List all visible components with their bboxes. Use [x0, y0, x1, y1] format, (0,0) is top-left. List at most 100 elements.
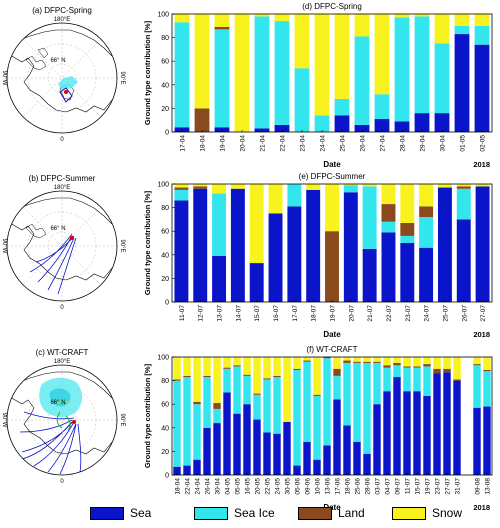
bar-segment-snow	[374, 14, 390, 95]
bar-segment-sea	[303, 441, 311, 475]
bar-segment-snow	[314, 14, 330, 116]
x-tick-label: 13-06	[325, 478, 332, 495]
bar-segment-sea-ice	[483, 371, 491, 407]
bar-segment-snow	[400, 184, 415, 223]
bar-segment-sea	[313, 459, 321, 475]
bar-segment-snow	[419, 184, 434, 207]
bar-segment-sea-ice	[434, 43, 450, 114]
bar-segment-land	[353, 361, 361, 363]
bar-segment-snow	[325, 184, 339, 232]
bar-segment-sea	[483, 406, 491, 475]
bar-segment-snow	[293, 357, 301, 369]
bar-segment-snow	[474, 14, 490, 26]
bar-segment-sea	[287, 206, 302, 302]
bar-segment-sea	[213, 423, 221, 475]
y-tick-label: 0	[165, 130, 169, 137]
bar-segment-sea	[413, 391, 421, 475]
bar-segment-land	[381, 204, 396, 222]
plot-frame	[171, 13, 493, 133]
bar-segment-land	[443, 368, 451, 373]
bar-segment-sea-ice	[174, 189, 189, 201]
bar-segment-snow	[343, 357, 351, 361]
y-tick-label: 80	[161, 205, 169, 212]
bar-segment-sea-ice	[253, 394, 261, 420]
map-panel-c: (c) WT-CRAFT 180°E 66° N 90°W 90°E 0	[1, 348, 125, 485]
bar-segment-sea-ice	[419, 217, 434, 248]
y-tick-label: 0	[165, 473, 169, 480]
bar-segment-sea-ice	[456, 188, 471, 220]
bar-segment-sea	[223, 392, 231, 475]
bar-segment-sea	[423, 395, 431, 475]
x-tick-label: 30-04	[215, 478, 222, 495]
bar-segment-land	[253, 393, 261, 395]
bar-segment-land	[333, 368, 341, 376]
bar-segment-snow	[483, 357, 491, 370]
bar-segment-snow	[230, 184, 245, 189]
y-tick-label: 20	[161, 106, 169, 113]
bar-segment-land	[303, 360, 311, 362]
bar-segment-sea	[437, 187, 452, 302]
x-tick-label: 21-07	[367, 305, 374, 322]
y-axis-label: Ground type contribution [%]	[143, 20, 152, 125]
bar-segment-sea	[173, 466, 181, 475]
x-tick-label: 24-04	[195, 478, 202, 495]
bar-segment-sea-ice	[193, 404, 201, 460]
bar-segment-sea-ice	[214, 29, 230, 128]
x-tick-label: 17-07	[292, 305, 299, 322]
map-top-label: 180°E	[54, 17, 70, 23]
bar-segment-land	[193, 186, 208, 189]
bar-segment-snow	[334, 14, 350, 99]
bar-segment-sea-ice	[394, 17, 410, 122]
bar-segment-land	[174, 187, 189, 190]
bar-segment-land	[223, 367, 231, 369]
x-axis-label: Date	[323, 160, 341, 169]
bar-segment-snow	[203, 357, 211, 376]
bar-segment-snow	[434, 14, 450, 44]
bar-segment-sea	[403, 391, 411, 475]
bar-segment-sea-ice	[233, 366, 241, 414]
x-tick-label: 04-05	[225, 478, 232, 495]
bar-chart-summer: (e) DFPC-Summer 11-07 12-07 13-07 14-07 15-07…	[143, 172, 493, 339]
legend-swatch-sea	[90, 507, 124, 520]
bar-segment-sea	[183, 465, 191, 475]
bar-segment-sea	[363, 453, 371, 475]
bar-segment-land	[213, 403, 221, 409]
bar-segment-sea	[394, 121, 410, 132]
x-tick-label: 29-04	[420, 135, 427, 152]
bar-segment-snow	[414, 14, 430, 17]
x-tick-label: 02-05	[480, 135, 487, 152]
y-tick-label: 80	[161, 378, 169, 385]
plot-frame	[171, 183, 493, 303]
bar-segment-snow	[413, 357, 421, 367]
chart-title: (e) DFPC-Summer	[299, 172, 366, 181]
bar-segment-land	[263, 378, 271, 380]
bar-segment-snow	[403, 357, 411, 367]
bar-segment-land	[383, 365, 391, 368]
bar-segment-land	[183, 375, 191, 378]
chart-title: (d) DFPC-Spring	[302, 2, 362, 11]
bar-segment-sea-ice	[343, 185, 358, 193]
y-tick-label: 40	[161, 252, 169, 259]
bar-segment-snow	[268, 184, 283, 214]
bar-segment-sea	[333, 399, 341, 475]
bar-segment-snow	[273, 357, 281, 376]
x-tick-label: 27-07	[480, 305, 487, 322]
bar-segment-snow	[254, 14, 270, 17]
x-tick-label: 11-07	[405, 478, 412, 495]
bar-segment-sea	[323, 445, 331, 475]
y-tick-label: 20	[161, 449, 169, 456]
x-tick-label: 19-07	[330, 305, 337, 322]
legend: Sea Sea Ice Land Snow	[0, 500, 500, 528]
bar-segment-snow	[212, 184, 227, 194]
map-left-label: 90°W	[1, 413, 7, 428]
bar-segment-sea-ice	[413, 367, 421, 392]
x-tick-label: 24-07	[424, 305, 431, 322]
bar-segment-sea-ice	[303, 361, 311, 442]
x-tick-label: 25-04	[340, 135, 347, 152]
bar-segment-land	[173, 379, 181, 381]
bar-segment-land	[400, 222, 415, 236]
bar-segment-snow	[173, 357, 181, 380]
bar-segment-land	[433, 368, 441, 374]
bar-segment-snow	[214, 14, 230, 27]
legend-label: Sea Ice	[234, 506, 275, 520]
